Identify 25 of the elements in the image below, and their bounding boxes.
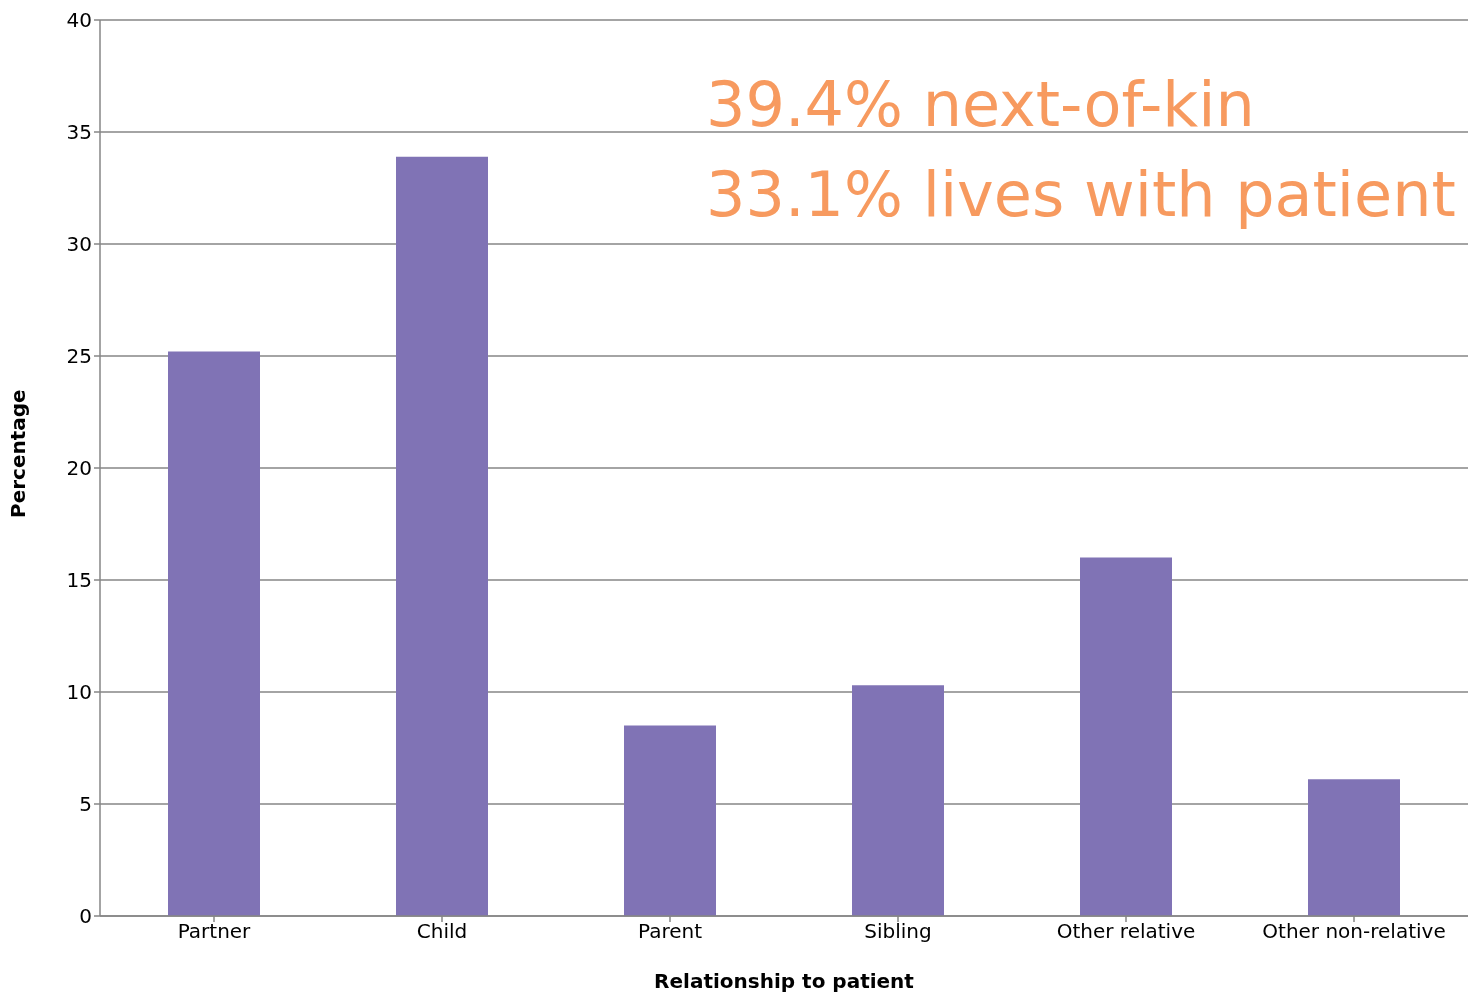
bar (168, 351, 260, 916)
y-tick-label: 0 (79, 904, 92, 929)
bar (396, 156, 488, 916)
x-tick-label: Sibling (864, 919, 932, 944)
annotation: 33.1% lives with patient (706, 157, 1456, 233)
y-tick-label: 5 (79, 792, 92, 817)
bar (624, 725, 716, 916)
x-axis-title: Relationship to patient (654, 969, 915, 993)
annotation: 39.4% next-of-kin (706, 67, 1256, 143)
x-tick-label: Parent (637, 919, 703, 944)
y-tick-label: 40 (66, 8, 92, 33)
y-tick-label: 30 (66, 232, 92, 257)
bar (1080, 557, 1172, 916)
bar (852, 685, 944, 916)
bar (1308, 779, 1400, 916)
y-tick-label: 15 (66, 568, 92, 593)
y-tick-label: 25 (66, 344, 92, 369)
y-axis-title: Percentage (6, 389, 31, 518)
y-tick-label: 20 (66, 456, 92, 481)
y-tick-label: 10 (66, 680, 92, 705)
x-tick-label: Child (416, 919, 468, 944)
x-tick-label: Other relative (1056, 919, 1196, 944)
x-tick-label: Other non-relative (1262, 919, 1446, 944)
y-tick-label: 35 (66, 120, 92, 145)
x-tick-label: Partner (177, 919, 252, 944)
